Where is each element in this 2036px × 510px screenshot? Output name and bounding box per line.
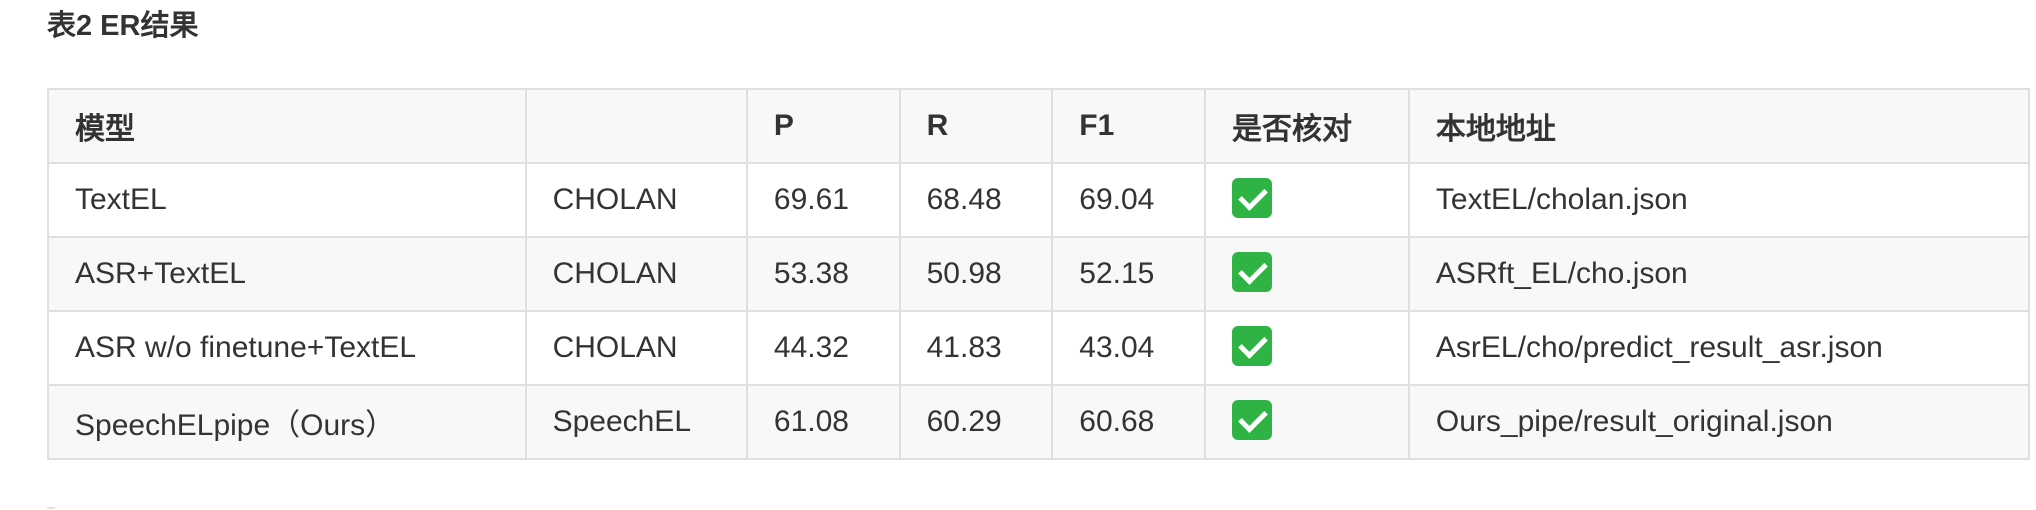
cell-method: CHOLAN	[524, 162, 748, 238]
cell-checked	[1203, 384, 1410, 460]
cell-r: 50.98	[898, 236, 1054, 312]
table-row: SpeechELpipe（Ours） SpeechEL 61.08 60.29 …	[47, 384, 2031, 460]
cell-r: 60.29	[898, 384, 1054, 460]
check-mark-icon	[1231, 178, 1272, 219]
header-r: R	[898, 88, 1054, 164]
table-row: ASR w/o finetune+TextEL CHOLAN 44.32 41.…	[47, 310, 2031, 386]
cell-p: 44.32	[745, 310, 901, 386]
cell-p: 69.61	[745, 162, 901, 238]
header-method	[524, 88, 748, 164]
cell-p: 61.08	[745, 384, 901, 460]
cell-f1: 69.04	[1051, 162, 1206, 238]
cell-method: CHOLAN	[524, 310, 748, 386]
table-row: ASR+TextEL CHOLAN 53.38 50.98 52.15 ASRf…	[47, 236, 2031, 312]
cell-r: 41.83	[898, 310, 1054, 386]
header-row: 模型 P R F1 是否核对 本地地址	[47, 88, 2031, 164]
cell-f1: 60.68	[1051, 384, 1206, 460]
divider	[47, 507, 55, 509]
cell-r: 68.48	[898, 162, 1054, 238]
cell-local-path: ASRft_EL/cho.json	[1407, 236, 2031, 312]
cell-f1: 52.15	[1051, 236, 1206, 312]
cell-model: SpeechELpipe（Ours）	[47, 384, 527, 460]
cell-checked	[1203, 236, 1410, 312]
cell-p: 53.38	[745, 236, 901, 312]
header-local-path: 本地地址	[1407, 88, 2031, 164]
check-mark-icon	[1231, 326, 1272, 367]
cell-local-path: AsrEL/cho/predict_result_asr.json	[1407, 310, 2031, 386]
header-model: 模型	[47, 88, 527, 164]
cell-method: SpeechEL	[524, 384, 748, 460]
table-caption: 表2 ER结果	[47, 10, 199, 42]
header-p: P	[745, 88, 901, 164]
cell-local-path: Ours_pipe/result_original.json	[1407, 384, 2031, 460]
check-mark-icon	[1231, 400, 1272, 441]
cell-checked	[1203, 310, 1410, 386]
table-row: TextEL CHOLAN 69.61 68.48 69.04 TextEL/c…	[47, 162, 2031, 238]
header-checked: 是否核对	[1203, 88, 1410, 164]
cell-checked	[1203, 162, 1410, 238]
er-results-table: 模型 P R F1 是否核对 本地地址 TextEL CHOLAN 69.61 …	[47, 88, 2031, 460]
cell-method: CHOLAN	[524, 236, 748, 312]
header-f1: F1	[1051, 88, 1206, 164]
cell-f1: 43.04	[1051, 310, 1206, 386]
cell-local-path: TextEL/cholan.json	[1407, 162, 2031, 238]
cell-model: TextEL	[47, 162, 527, 238]
cell-model: ASR+TextEL	[47, 236, 527, 312]
cell-model: ASR w/o finetune+TextEL	[47, 310, 527, 386]
check-mark-icon	[1231, 252, 1272, 293]
